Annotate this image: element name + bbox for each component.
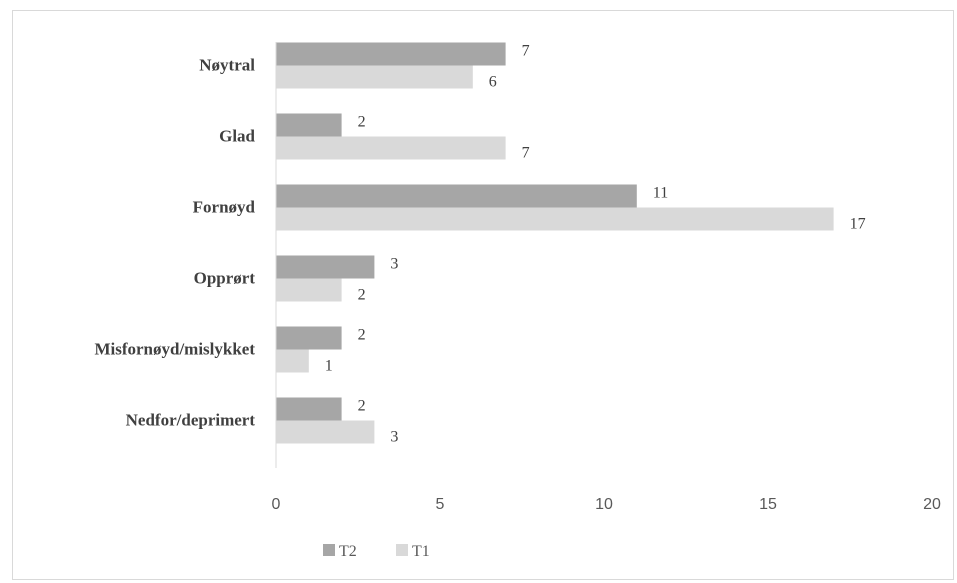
category-label: Glad — [219, 126, 255, 145]
x-tick-label: 10 — [595, 496, 613, 513]
bar-t1 — [276, 207, 834, 231]
chart-frame — [12, 10, 954, 580]
value-label: 7 — [522, 43, 530, 60]
category-label: Misfornøyd/mislykket — [94, 339, 255, 358]
bar-t2 — [276, 326, 342, 350]
value-labels: 7 6 2 7 11 17 3 2 2 1 2 3 — [325, 43, 866, 446]
value-label: 3 — [390, 256, 398, 273]
value-label: 2 — [358, 327, 366, 344]
legend-swatch-t2 — [323, 544, 335, 556]
bar-t2 — [276, 397, 342, 421]
bars-group — [276, 42, 834, 444]
value-label: 3 — [390, 429, 398, 446]
value-label: 11 — [653, 185, 668, 202]
bar-t1 — [276, 136, 506, 160]
bar-t1 — [276, 420, 375, 444]
category-label: Opprørt — [194, 268, 256, 287]
category-label: Nedfor/deprimert — [126, 410, 256, 429]
x-tick-labels: 0 5 10 15 20 — [272, 496, 941, 513]
category-labels: Nøytral Glad Fornøyd Opprørt Misfornøyd/misl… — [94, 55, 255, 429]
x-tick-label: 15 — [759, 496, 777, 513]
legend-label-t1: T1 — [412, 543, 430, 560]
category-label: Fornøyd — [193, 197, 256, 216]
value-label: 2 — [358, 287, 366, 304]
bar-t1 — [276, 349, 309, 373]
category-label: Nøytral — [199, 55, 255, 74]
value-label: 6 — [489, 74, 497, 91]
bar-t2 — [276, 255, 375, 279]
x-tick-label: 5 — [436, 496, 445, 513]
legend: T2 T1 — [323, 543, 430, 560]
legend-swatch-t1 — [396, 544, 408, 556]
value-label: 2 — [358, 114, 366, 131]
value-label: 17 — [850, 216, 866, 233]
value-label: 2 — [358, 398, 366, 415]
x-tick-label: 0 — [272, 496, 281, 513]
x-tick-label: 20 — [923, 496, 941, 513]
bar-t2 — [276, 113, 342, 137]
bar-t2 — [276, 184, 637, 208]
bar-t1 — [276, 278, 342, 302]
bar-t2 — [276, 42, 506, 66]
bar-t1 — [276, 65, 473, 89]
legend-label-t2: T2 — [339, 543, 357, 560]
value-label: 7 — [522, 145, 530, 162]
value-label: 1 — [325, 358, 333, 375]
